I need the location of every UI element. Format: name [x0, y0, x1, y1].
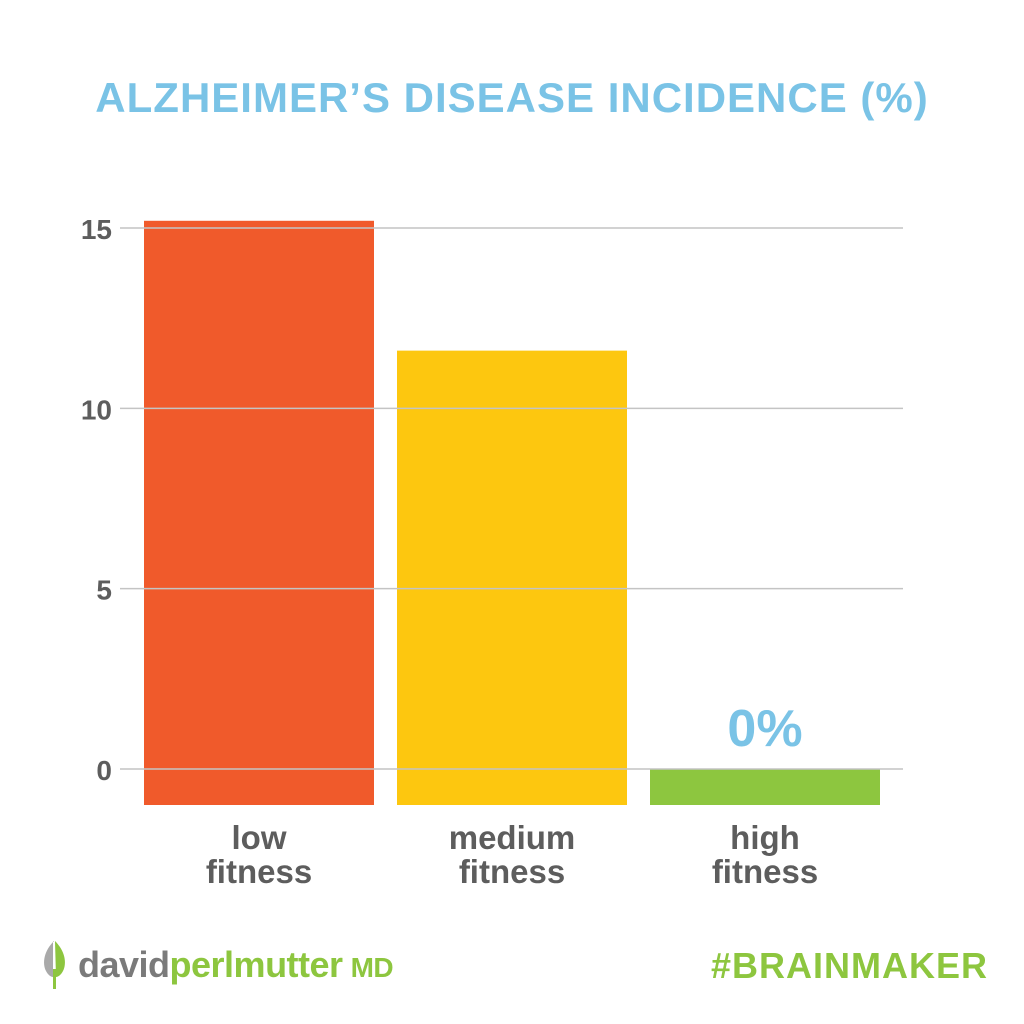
hashtag: #BRAINMAKER [710, 945, 988, 986]
bar [650, 769, 880, 805]
y-tick-label: 0 [96, 755, 112, 786]
brand-name-part2: perlmutter [169, 944, 344, 985]
x-tick-label: high [730, 819, 800, 856]
y-tick-label: 10 [81, 394, 112, 425]
data-label: 0% [727, 700, 802, 758]
chart-title: ALZHEIMER’S DISEASE INCIDENCE (%) [95, 74, 929, 121]
bar [397, 350, 627, 805]
x-tick-label: fitness [712, 853, 818, 890]
y-tick-label: 15 [81, 214, 112, 245]
brand-logo: davidperlmutter MD [40, 938, 394, 992]
y-tick-label: 5 [96, 575, 112, 606]
x-tick-label: low [232, 819, 287, 856]
x-tick-label: fitness [206, 853, 312, 890]
brand-name: davidperlmutter MD [78, 944, 394, 986]
leaf-icon [44, 941, 65, 989]
x-tick-label: fitness [459, 853, 565, 890]
x-tick-label: medium [449, 819, 576, 856]
bar [144, 220, 374, 805]
brand-name-suffix: MD [350, 952, 394, 983]
brand-name-part1: david [78, 944, 170, 985]
